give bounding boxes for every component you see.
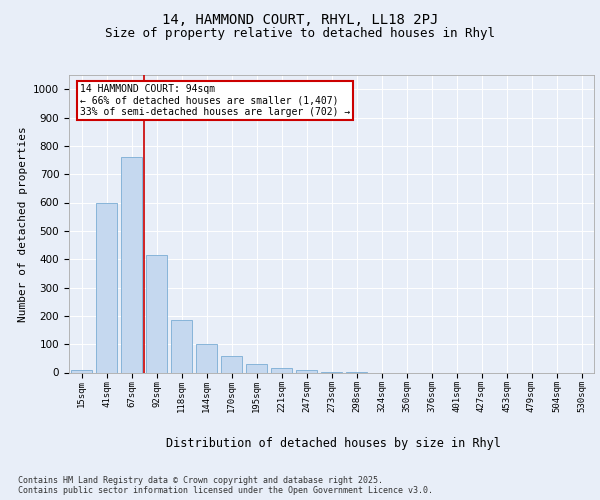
Text: Distribution of detached houses by size in Rhyl: Distribution of detached houses by size …: [166, 438, 500, 450]
Text: 14, HAMMOND COURT, RHYL, LL18 2PJ: 14, HAMMOND COURT, RHYL, LL18 2PJ: [162, 12, 438, 26]
Bar: [171, 320, 192, 372]
Text: 14 HAMMOND COURT: 94sqm
← 66% of detached houses are smaller (1,407)
33% of semi: 14 HAMMOND COURT: 94sqm ← 66% of detache…: [79, 84, 350, 117]
Bar: [96, 202, 117, 372]
Bar: [221, 356, 242, 372]
Bar: [246, 364, 267, 372]
Text: Size of property relative to detached houses in Rhyl: Size of property relative to detached ho…: [105, 28, 495, 40]
Y-axis label: Number of detached properties: Number of detached properties: [17, 126, 28, 322]
Bar: [146, 255, 167, 372]
Text: Contains HM Land Registry data © Crown copyright and database right 2025.
Contai: Contains HM Land Registry data © Crown c…: [18, 476, 433, 495]
Bar: [296, 370, 317, 372]
Bar: [196, 344, 217, 372]
Bar: [71, 370, 92, 372]
Bar: [271, 368, 292, 372]
Bar: [121, 157, 142, 372]
